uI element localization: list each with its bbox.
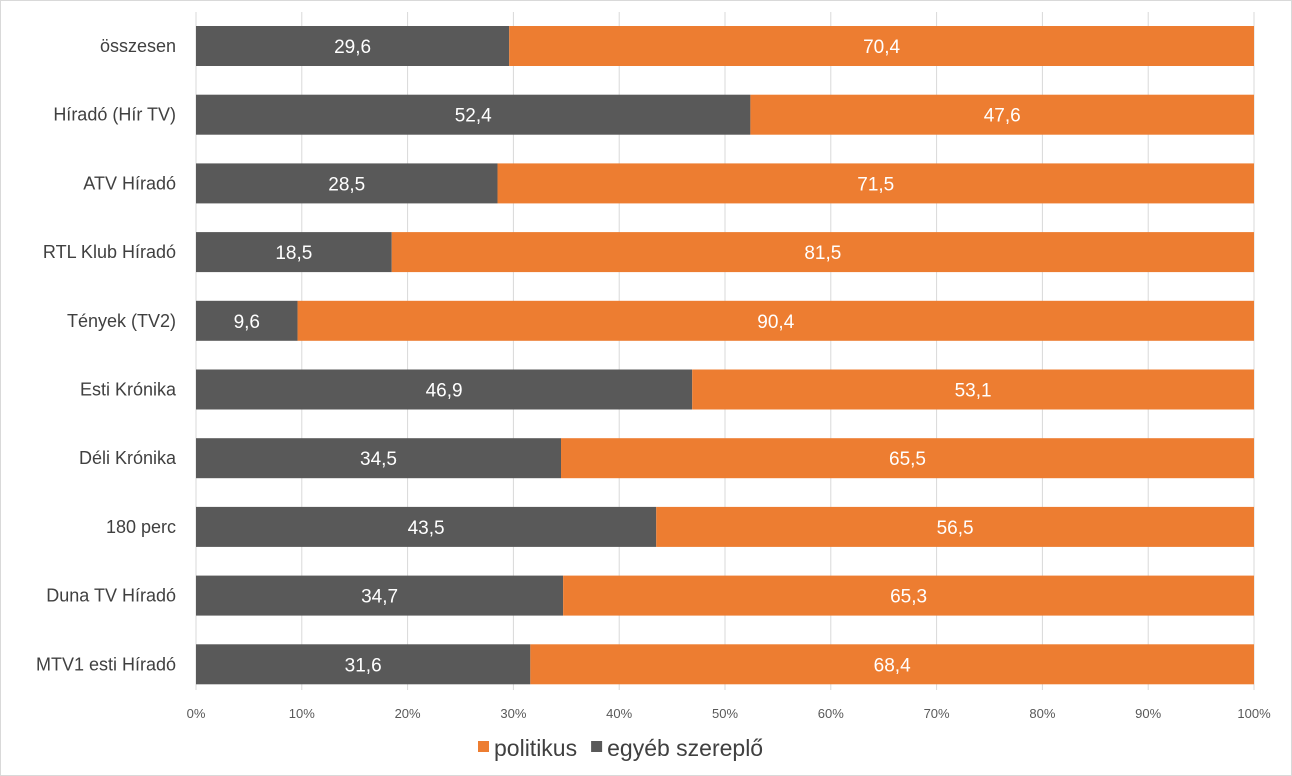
data-label: 34,5 [360, 449, 397, 470]
data-label: 46,9 [426, 381, 463, 402]
bar-segment [530, 644, 1254, 685]
category-label: Híradó (Hír TV) [53, 105, 176, 125]
bar-segment [196, 438, 562, 479]
data-label: 28,5 [328, 174, 365, 195]
x-tick-label: 80% [1029, 706, 1055, 721]
bar-segment [196, 369, 693, 410]
bar-segment [656, 506, 1254, 547]
legend-swatch [478, 741, 489, 752]
data-label: 53,1 [955, 381, 992, 402]
data-label: 29,6 [334, 37, 371, 58]
data-label: 70,4 [863, 37, 900, 58]
bar-segment [196, 163, 498, 204]
data-label: 34,7 [361, 587, 398, 608]
x-tick-label: 70% [924, 706, 950, 721]
bar-segment [196, 300, 298, 341]
bar-segment [196, 94, 751, 135]
x-tick-label: 10% [289, 706, 315, 721]
category-label: Duna TV Híradó [46, 586, 176, 606]
bar-segment [692, 369, 1254, 410]
data-label: 56,5 [937, 518, 974, 539]
bar-segment [509, 26, 1255, 66]
data-label: 90,4 [757, 312, 794, 333]
legend-label: egyéb szereplő [607, 735, 763, 761]
data-label: 65,3 [890, 587, 927, 608]
category-label: ATV Híradó [83, 173, 176, 193]
bar-segment [391, 232, 1255, 273]
bar-segment [750, 94, 1254, 135]
data-label: 52,4 [455, 106, 492, 127]
bar-segment [297, 300, 1254, 341]
data-label: 9,6 [234, 312, 260, 333]
x-tick-label: 90% [1135, 706, 1161, 721]
category-label: Esti Krónika [80, 380, 177, 400]
x-tick-label: 0% [187, 706, 206, 721]
x-tick-label: 60% [818, 706, 844, 721]
data-label: 47,6 [984, 106, 1021, 127]
data-label: 65,5 [889, 449, 926, 470]
bar-segment [196, 506, 657, 547]
data-label: 71,5 [857, 174, 894, 195]
category-label: MTV1 esti Híradó [36, 654, 176, 674]
x-tick-label: 100% [1237, 706, 1271, 721]
bar-segment [196, 26, 510, 66]
bar-segment [196, 232, 392, 273]
bar-segment [497, 163, 1254, 204]
data-label: 31,6 [345, 655, 382, 676]
x-tick-label: 50% [712, 706, 738, 721]
category-label: 180 perc [106, 517, 176, 537]
data-label: 81,5 [804, 243, 841, 264]
x-tick-label: 20% [395, 706, 421, 721]
data-label: 18,5 [275, 243, 312, 264]
x-tick-label: 30% [500, 706, 526, 721]
category-label: RTL Klub Híradó [43, 242, 176, 262]
x-tick-label: 40% [606, 706, 632, 721]
category-label: összesen [100, 36, 176, 56]
bar-segment [561, 438, 1254, 479]
bar-segment [196, 575, 564, 616]
bar-segment [196, 644, 531, 685]
category-label: Tények (TV2) [67, 311, 176, 331]
bar-segment [563, 575, 1254, 616]
data-label: 43,5 [408, 518, 445, 539]
data-label: 68,4 [874, 655, 911, 676]
category-label: Déli Krónika [79, 448, 177, 468]
legend-swatch [591, 741, 603, 752]
legend-label: politikus [494, 735, 577, 761]
